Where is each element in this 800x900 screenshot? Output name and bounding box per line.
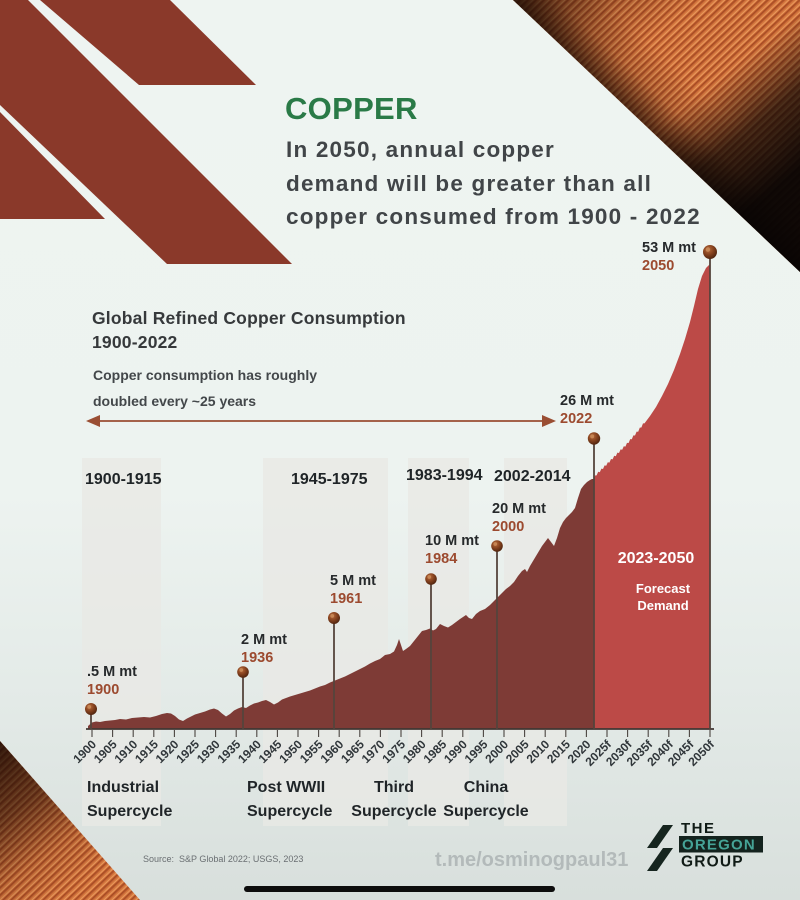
svg-text:THE: THE [681,820,716,837]
svg-text:OREGON: OREGON [682,837,756,854]
svg-text:GROUP: GROUP [681,854,744,871]
